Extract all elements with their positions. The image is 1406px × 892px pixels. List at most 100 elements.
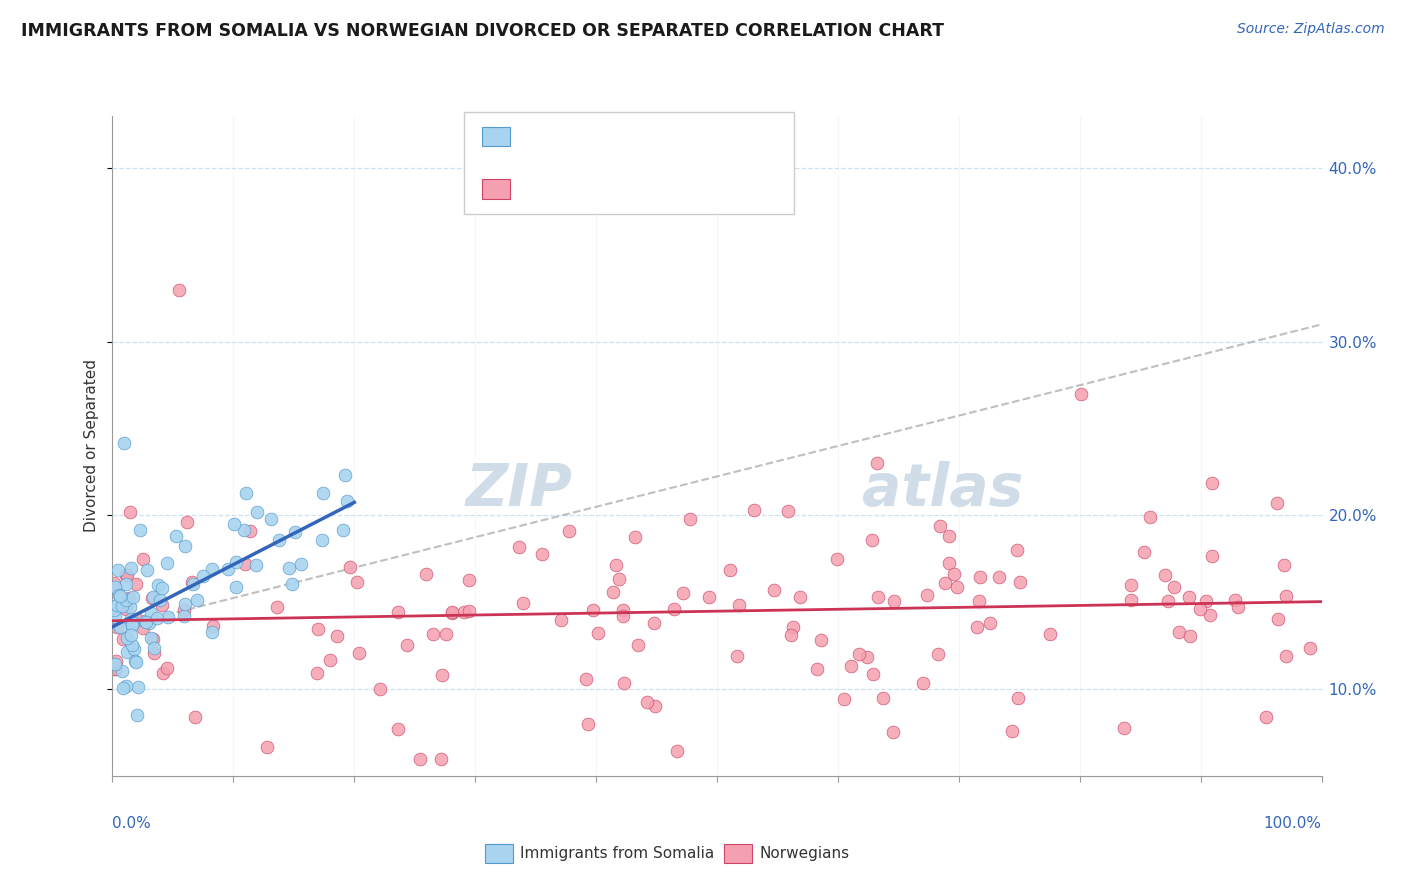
Point (782, 620, 804, 634)
Point (810, 633, 832, 648)
Point (776, 504, 799, 518)
Point (173, 602, 195, 616)
Point (1201, 475, 1223, 490)
Point (278, 560, 301, 574)
Point (118, 599, 141, 614)
Point (605, 558, 627, 573)
Point (115, 645, 138, 659)
Point (217, 562, 239, 576)
Text: Source: ZipAtlas.com: Source: ZipAtlas.com (1237, 22, 1385, 37)
Text: 100.0%: 100.0% (1264, 816, 1322, 830)
Point (307, 666, 329, 681)
Text: R =: R = (517, 180, 554, 198)
Point (742, 503, 765, 517)
Point (988, 570, 1011, 584)
Point (105, 620, 128, 634)
Point (1008, 574, 1031, 589)
Point (122, 615, 145, 630)
Text: 0.053: 0.053 (567, 180, 619, 198)
Point (156, 610, 179, 624)
Point (1265, 496, 1288, 510)
Point (644, 699, 666, 714)
Point (1272, 558, 1295, 572)
Text: R =: R = (517, 127, 554, 145)
Point (311, 533, 333, 547)
Point (174, 597, 197, 611)
Point (176, 515, 198, 529)
Point (927, 647, 949, 661)
Point (574, 672, 596, 686)
Point (225, 581, 247, 595)
Point (866, 590, 889, 604)
Text: ZIP: ZIP (465, 461, 572, 518)
Point (120, 560, 142, 574)
Text: 75: 75 (679, 127, 702, 145)
Point (125, 577, 148, 591)
Point (347, 646, 370, 660)
Point (245, 505, 267, 519)
Point (127, 613, 149, 627)
Text: IMMIGRANTS FROM SOMALIA VS NORWEGIAN DIVORCED OR SEPARATED CORRELATION CHART: IMMIGRANTS FROM SOMALIA VS NORWEGIAN DIV… (21, 22, 943, 40)
Point (125, 656, 148, 670)
Point (148, 578, 170, 592)
Point (145, 611, 167, 625)
Point (718, 564, 741, 578)
Point (1121, 578, 1143, 592)
Point (201, 562, 224, 576)
Point (115, 592, 138, 607)
Point (1299, 640, 1322, 655)
Point (612, 608, 634, 623)
Point (586, 626, 609, 640)
Point (138, 616, 160, 631)
Point (122, 590, 145, 604)
Text: N =: N = (633, 180, 669, 198)
Point (103, 661, 125, 675)
Point (728, 599, 751, 613)
Point (665, 743, 688, 757)
Point (430, 668, 453, 682)
Point (174, 539, 197, 553)
Point (1227, 599, 1250, 614)
Point (636, 695, 658, 709)
Point (142, 646, 165, 660)
Point (422, 626, 444, 640)
Point (763, 583, 786, 598)
Point (142, 632, 165, 646)
Point (612, 603, 634, 617)
Point (440, 605, 463, 619)
Point (825, 552, 848, 566)
Point (1223, 593, 1246, 607)
Point (281, 576, 304, 591)
Point (911, 675, 934, 690)
Point (436, 627, 458, 641)
Point (307, 623, 329, 637)
Point (370, 682, 392, 697)
Point (679, 512, 702, 526)
Point (458, 604, 481, 618)
Point (883, 594, 905, 608)
Point (115, 567, 138, 582)
Point (1039, 627, 1062, 641)
Point (848, 648, 870, 662)
Point (269, 533, 291, 547)
Point (186, 593, 208, 607)
Point (141, 591, 163, 605)
Point (915, 589, 938, 603)
Point (111, 664, 134, 678)
Point (928, 518, 950, 533)
Point (1121, 592, 1143, 607)
Text: 146: 146 (679, 180, 714, 198)
Point (232, 523, 254, 537)
Point (558, 524, 581, 539)
Point (111, 681, 134, 695)
Point (860, 533, 883, 547)
Point (856, 649, 879, 664)
Point (623, 530, 645, 544)
Point (979, 615, 1001, 630)
Point (882, 725, 904, 739)
Point (117, 615, 139, 630)
Point (602, 585, 624, 599)
Point (662, 602, 685, 616)
Point (1188, 602, 1211, 616)
Point (108, 589, 131, 603)
